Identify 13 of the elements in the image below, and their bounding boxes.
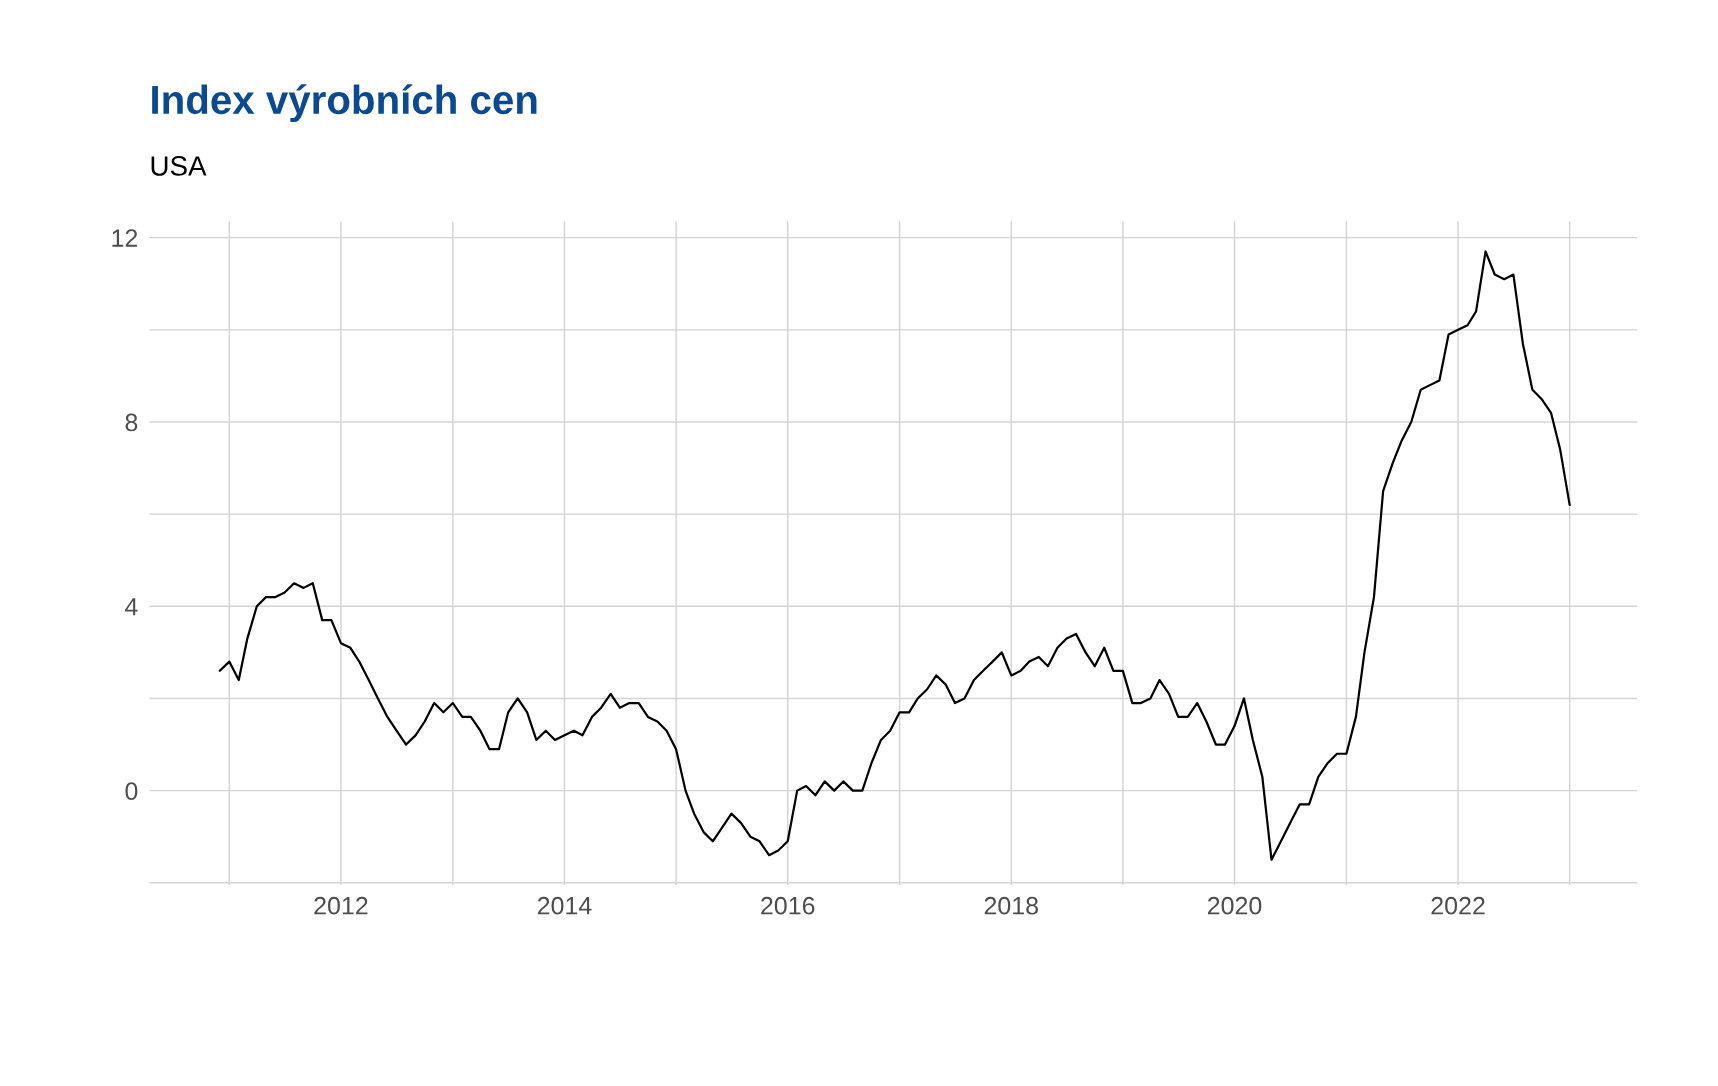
line-series [218, 250, 1571, 861]
x-tick-label: 2016 [761, 896, 815, 915]
x-tick-label: 2014 [537, 896, 592, 915]
x-tick-label: 2022 [1431, 896, 1485, 915]
y-tick-label: 8 [125, 413, 138, 432]
x-tick-label: 2018 [984, 896, 1038, 915]
chart-subtitle: USA [151, 156, 207, 176]
x-tick-label: 2012 [314, 896, 368, 915]
x-tick-label: 2020 [1207, 896, 1262, 915]
chart-title: Index výrobních cen [152, 84, 537, 123]
y-tick-label: 4 [125, 598, 138, 616]
y-tick-label: 0 [125, 782, 138, 800]
y-tick-label: 12 [112, 229, 138, 247]
